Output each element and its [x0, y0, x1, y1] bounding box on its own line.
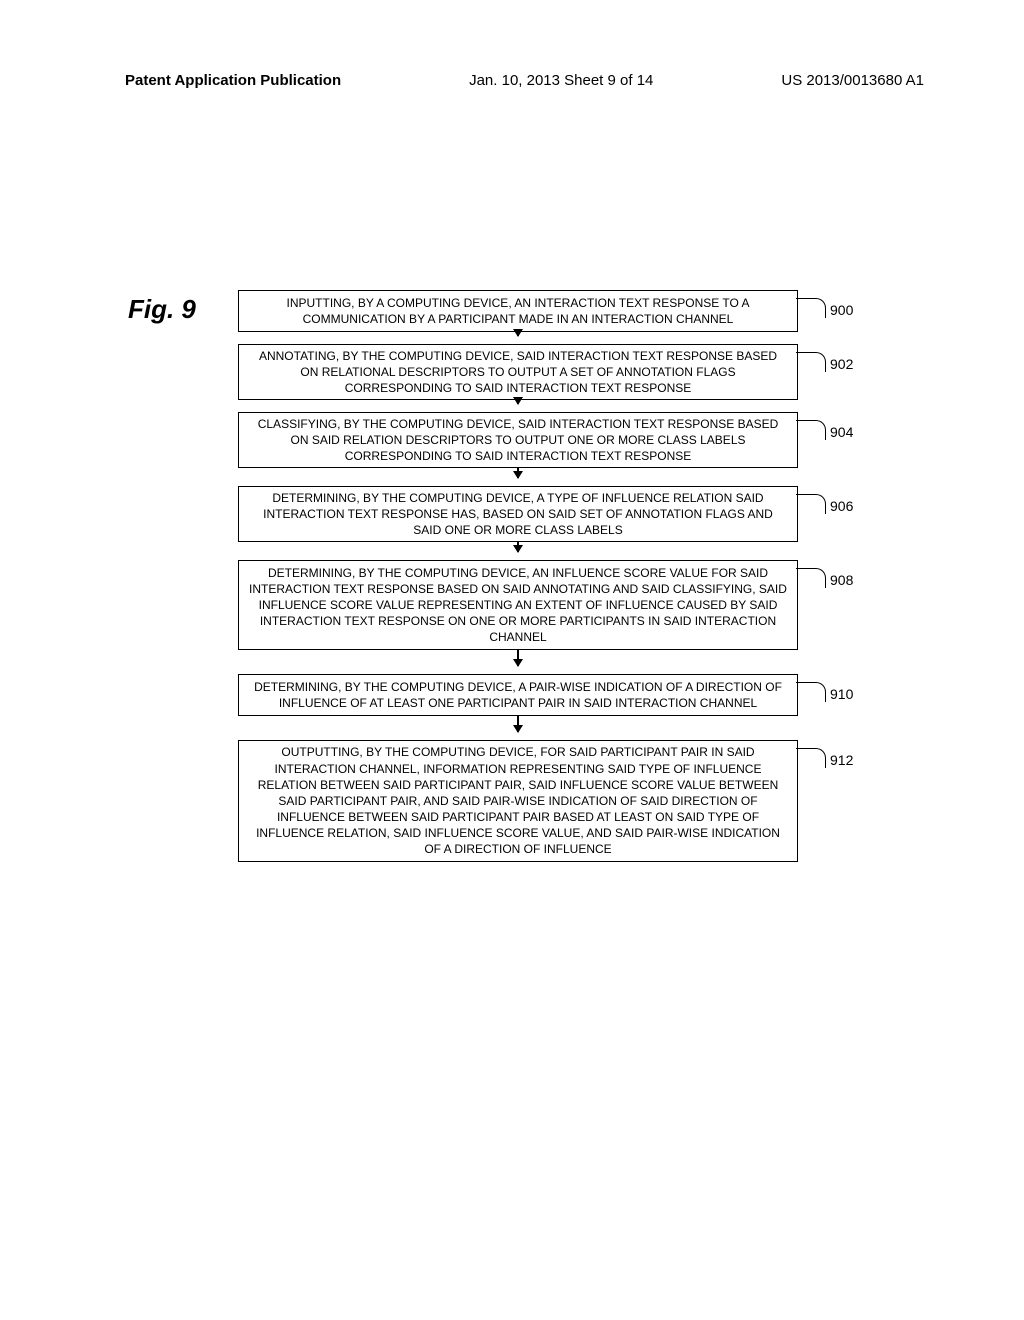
- ref-number-906: 906: [830, 498, 853, 514]
- flow-box-text: DETERMINING, BY THE COMPUTING DEVICE, A …: [249, 490, 787, 539]
- header-center: Jan. 10, 2013 Sheet 9 of 14: [469, 72, 653, 89]
- header-right: US 2013/0013680 A1: [781, 72, 924, 89]
- ref-number-902: 902: [830, 356, 853, 372]
- flow-box-text: INPUTTING, BY A COMPUTING DEVICE, AN INT…: [249, 295, 787, 327]
- ref-number-912: 912: [830, 752, 853, 768]
- leader-line: [796, 298, 826, 318]
- figure-label: Fig. 9: [128, 294, 196, 325]
- flow-box-text: OUTPUTTING, BY THE COMPUTING DEVICE, FOR…: [249, 744, 787, 857]
- flow-box-902: ANNOTATING, BY THE COMPUTING DEVICE, SAI…: [238, 344, 798, 400]
- flow-arrow: [517, 542, 519, 552]
- flow-box-text: DETERMINING, BY THE COMPUTING DEVICE, A …: [249, 679, 787, 711]
- flow-arrow: [517, 650, 519, 666]
- flow-box-text: DETERMINING, BY THE COMPUTING DEVICE, AN…: [249, 565, 787, 646]
- flow-box-text: ANNOTATING, BY THE COMPUTING DEVICE, SAI…: [249, 348, 787, 397]
- leader-line: [796, 748, 826, 768]
- header-left: Patent Application Publication: [125, 72, 341, 89]
- leader-line: [796, 352, 826, 372]
- ref-number-904: 904: [830, 424, 853, 440]
- flow-box-912: OUTPUTTING, BY THE COMPUTING DEVICE, FOR…: [238, 740, 798, 862]
- page-header: Patent Application Publication Jan. 10, …: [0, 72, 1024, 89]
- flow-box-text: CLASSIFYING, BY THE COMPUTING DEVICE, SA…: [249, 416, 787, 465]
- flow-box-908: DETERMINING, BY THE COMPUTING DEVICE, AN…: [238, 560, 798, 650]
- leader-line: [796, 420, 826, 440]
- flow-box-910: DETERMINING, BY THE COMPUTING DEVICE, A …: [238, 674, 798, 716]
- flow-arrow: [517, 332, 519, 336]
- flow-arrow: [517, 716, 519, 732]
- flow-box-904: CLASSIFYING, BY THE COMPUTING DEVICE, SA…: [238, 412, 798, 468]
- flow-arrow: [517, 468, 519, 478]
- flow-arrow: [517, 400, 519, 404]
- leader-line: [796, 494, 826, 514]
- ref-number-910: 910: [830, 686, 853, 702]
- leader-line: [796, 568, 826, 588]
- flow-box-906: DETERMINING, BY THE COMPUTING DEVICE, A …: [238, 486, 798, 542]
- ref-number-908: 908: [830, 572, 853, 588]
- ref-number-900: 900: [830, 302, 853, 318]
- leader-line: [796, 682, 826, 702]
- flow-box-900: INPUTTING, BY A COMPUTING DEVICE, AN INT…: [238, 290, 798, 332]
